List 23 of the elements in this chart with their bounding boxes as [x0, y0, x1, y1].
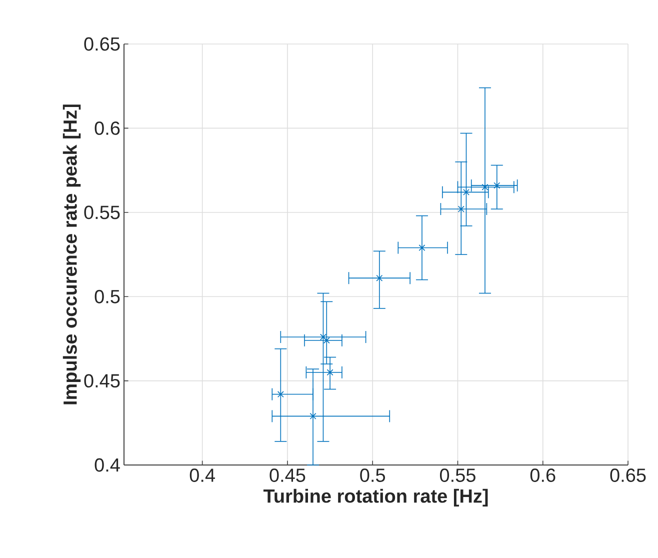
point	[376, 274, 383, 282]
y-tick-label: 0.4	[94, 458, 120, 472]
point	[310, 412, 316, 420]
x-tick-label: 0.6	[530, 468, 556, 482]
x-tick-label: 0.45	[270, 468, 306, 482]
x-axis-title: Turbine rotation rate [Hz]	[263, 488, 488, 507]
y-tick-label: 0.6	[94, 121, 120, 135]
point	[463, 188, 470, 196]
point	[326, 369, 334, 376]
point	[277, 391, 284, 398]
y-tick-label: 0.5	[94, 290, 120, 304]
x-tick-label: 0.4	[190, 468, 215, 482]
y-tick-label: 0.45	[84, 374, 120, 388]
point	[418, 244, 426, 251]
point	[323, 337, 330, 344]
x-tick-label: 0.55	[440, 468, 476, 482]
point	[458, 206, 464, 212]
point	[494, 182, 500, 189]
y-tick-label: 0.65	[84, 37, 120, 51]
x-tick-label: 0.65	[610, 468, 646, 482]
x-tick-label: 0.5	[360, 468, 386, 482]
y-tick-label: 0.55	[84, 206, 120, 220]
y-axis-title: Impulse occurence rate peak [Hz]	[62, 104, 81, 404]
